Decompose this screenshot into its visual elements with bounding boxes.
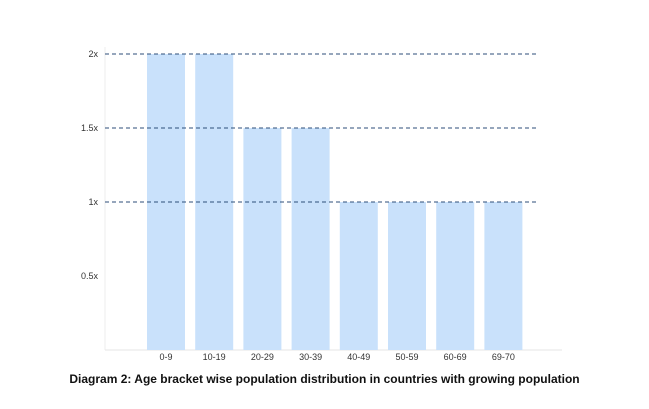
y-tick-label: 1.5x: [81, 123, 99, 133]
chart-caption: Diagram 2: Age bracket wise population d…: [69, 372, 580, 386]
gridlines-group: [105, 53, 537, 203]
bar-60-69: [436, 202, 475, 350]
x-tick-label: 60-69: [444, 352, 467, 362]
bar-30-39: [291, 128, 330, 350]
bar-50-59: [388, 202, 426, 350]
y-tick-label: 0.5x: [81, 271, 99, 281]
bar-0-9: [147, 54, 185, 350]
y-tick-labels-group: 0.5x 1x 1.5x 2x: [81, 49, 99, 281]
x-tick-label: 69-70: [492, 352, 515, 362]
bar-69-70: [484, 202, 523, 350]
x-tick-label: 10-19: [203, 352, 226, 362]
x-tick-label: 20-29: [251, 352, 274, 362]
bars-group: [147, 54, 523, 350]
x-tick-label: 40-49: [347, 352, 370, 362]
bar-20-29: [243, 128, 282, 350]
y-tick-label: 2x: [88, 49, 98, 59]
x-tick-label: 50-59: [395, 352, 418, 362]
bar-40-49: [339, 202, 378, 350]
x-tick-label: 30-39: [299, 352, 322, 362]
x-tick-label: 0-9: [159, 352, 172, 362]
y-tick-label: 1x: [88, 197, 98, 207]
x-tick-labels-group: 0-9 10-19 20-29 30-39 40-49 50-59 60-69 69-70: [159, 352, 514, 362]
